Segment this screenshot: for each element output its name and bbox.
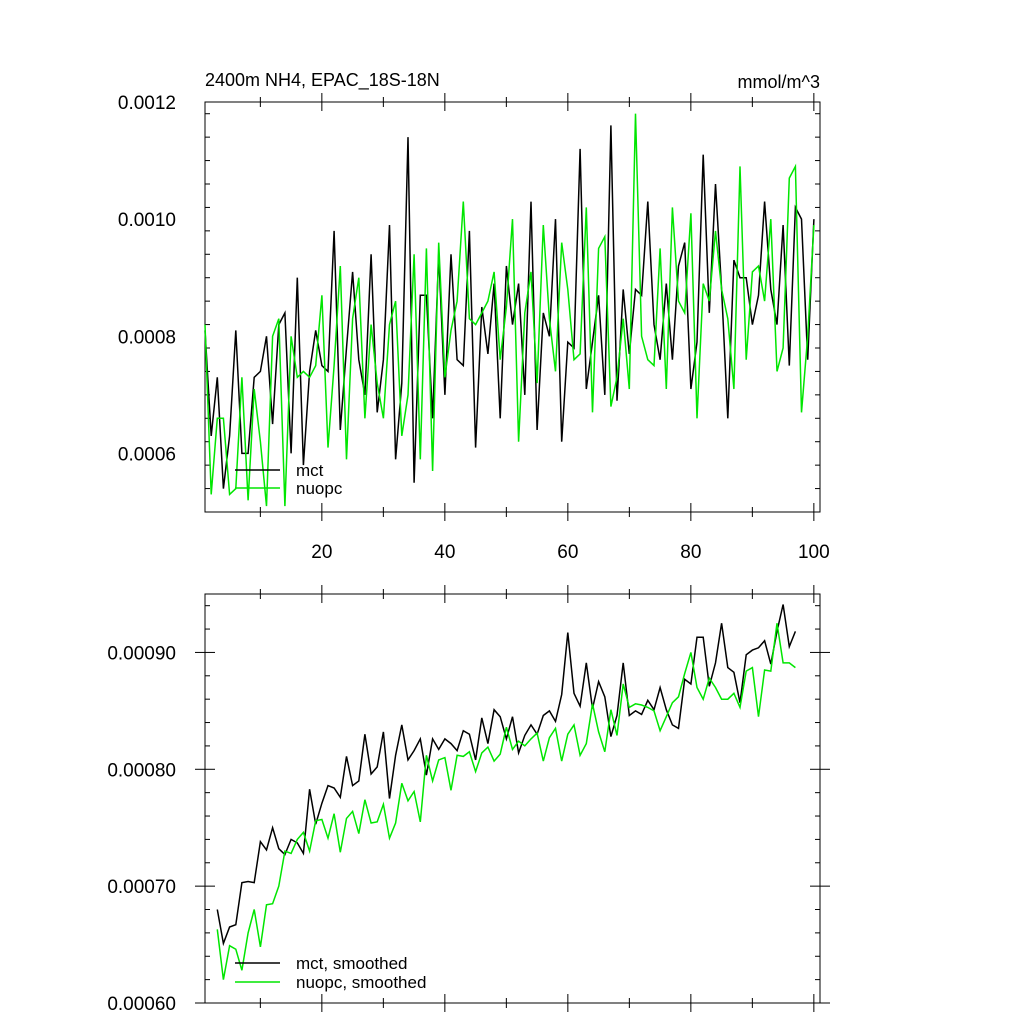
x-tick-label: 100	[798, 542, 830, 563]
x-tick-label: 80	[680, 542, 701, 563]
legend-label: nuopc, smoothed	[296, 973, 426, 992]
chart-title: 2400m NH4, EPAC_18S-18N	[205, 70, 440, 91]
series-line-nuopc	[204, 113, 815, 507]
plot-frame	[204, 101, 821, 513]
y-tick-label: 0.0012	[118, 93, 176, 114]
x-tick-label: 20	[311, 542, 332, 563]
y-tick-label: 0.00090	[107, 643, 176, 664]
chart-units: mmol/m^3	[738, 72, 820, 92]
y-tick-label: 0.0006	[118, 444, 176, 465]
y-tick-label: 0.00080	[107, 760, 176, 781]
legend-label: nuopc	[296, 479, 343, 498]
series-line-mct	[204, 125, 815, 489]
legend-label: mct, smoothed	[296, 954, 408, 973]
y-tick-label: 0.00070	[107, 877, 176, 898]
series-line-mct-smoothed	[216, 604, 797, 947]
legend-label: mct	[296, 461, 324, 480]
y-tick-label: 0.0010	[118, 210, 176, 231]
plot-frame	[204, 593, 821, 1004]
x-tick-label: 40	[434, 542, 455, 563]
bottom-chart-panel: 0.00060 0.00070 0.00080 0.00090 mct, smoothe…	[107, 585, 830, 1015]
series-line-nuopc-smoothed	[216, 623, 796, 980]
y-tick-label: 0.00060	[107, 994, 176, 1015]
top-chart-panel: 20 40 60 80 100 0.0006 0.0008 0.0010 0.0012 2400m…	[118, 70, 830, 563]
x-tick-label: 60	[557, 542, 578, 563]
y-tick-label: 0.0008	[118, 327, 176, 348]
